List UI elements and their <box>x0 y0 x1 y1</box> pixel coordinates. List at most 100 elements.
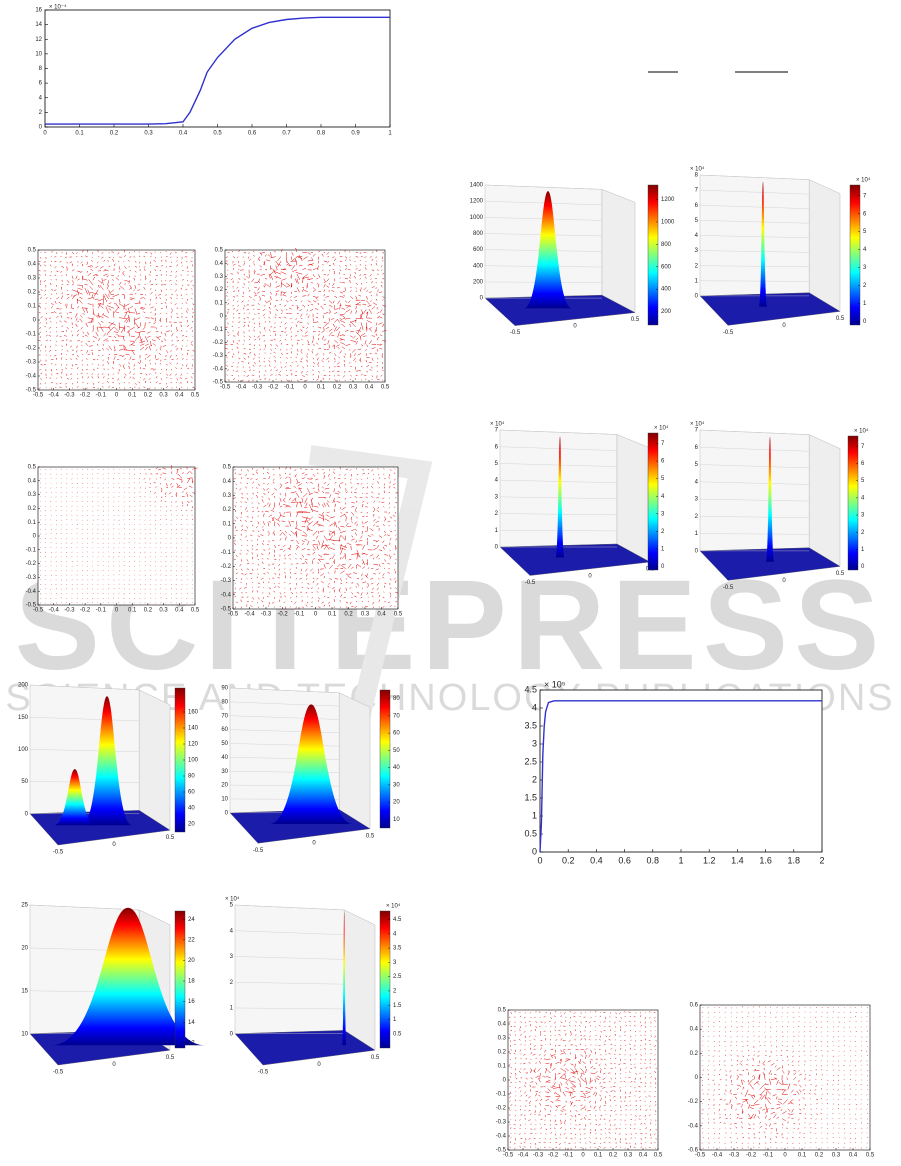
x-tick-label: -0.4 <box>244 612 255 618</box>
y-tick-label: 0.5 <box>28 465 37 471</box>
colorbar-tick-label: 600 <box>661 264 672 270</box>
colorbar-tick-label: 1 <box>393 1017 397 1023</box>
x-tick-label: -0.5 <box>33 393 44 399</box>
x-tick-label: 0.5 <box>381 385 390 391</box>
colorbar-tick-label: 18 <box>188 979 195 985</box>
z-scale-label: × 10⁴ <box>690 421 705 428</box>
colorbar-scale-label: × 10⁴ <box>654 425 669 432</box>
x-tick-label: 0.5 <box>654 1153 663 1159</box>
z-tick-label: 15 <box>21 988 28 994</box>
x-tick-label: -0.1 <box>563 1153 574 1159</box>
x-tick-label: -0.4 <box>49 393 60 399</box>
y-tick-label: 0.5 <box>498 1008 507 1014</box>
z-tick-label: 5 <box>230 903 234 909</box>
surface-plot: 0 10 20 30 40 50 60 70 80 90 -0.5 0 0.5 10 20 30 40 50 60 7… <box>221 686 400 854</box>
grid-line <box>234 930 345 935</box>
z-tick-label: 25 <box>21 903 28 909</box>
z-tick-label: 7 <box>695 188 699 194</box>
x-tick-label: 0 <box>43 131 47 137</box>
x-tick-label: 0.4 <box>179 131 188 137</box>
y-tick-label: -0.2 <box>688 1099 699 1105</box>
plot-frame <box>232 466 399 610</box>
plot-frame <box>37 249 196 391</box>
colorbar-tick-label: 5 <box>863 229 867 235</box>
y-tick-label: 0 <box>532 846 537 856</box>
x-tick-label: 0 <box>314 612 318 618</box>
vector-field <box>232 466 399 610</box>
z-scale-label: × 10⁴ <box>690 166 705 173</box>
z-tick-label: 0 <box>480 296 484 302</box>
x-tick-label: -0.3 <box>252 385 263 391</box>
z-tick-label: 1 <box>495 528 499 534</box>
x-tick-label: 0.5 <box>836 571 845 577</box>
x-tick-label: -0.5 <box>503 1153 514 1159</box>
surface-peak <box>51 907 205 1046</box>
y-tick-label: -0.1 <box>496 1092 507 1098</box>
x-tick-label: -0.1 <box>763 1153 774 1159</box>
y-scale-label: × 10⁵ <box>544 679 566 689</box>
x-tick-label: 0.2 <box>144 393 153 399</box>
colorbar-tick-label: 6 <box>863 211 867 217</box>
colorbar-tick-label: 50 <box>393 748 400 754</box>
x-tick-label: -0.5 <box>510 330 521 336</box>
colorbar-tick-label: 6 <box>661 459 665 465</box>
y-tick-label: -0.3 <box>26 575 37 581</box>
x-tick-label: 0.5 <box>166 1055 175 1061</box>
y-tick-label: -0.1 <box>26 332 37 338</box>
x-tick-label: -0.1 <box>96 608 107 614</box>
plot-frame <box>224 249 386 383</box>
y-tick-label: 0.1 <box>498 1064 507 1070</box>
x-tick-label: 0 <box>303 385 307 391</box>
colorbar-tick-label: 6 <box>861 461 865 467</box>
z-tick-label: 4 <box>695 479 699 485</box>
colorbar-tick-label: 60 <box>393 731 400 737</box>
z-tick-label: 100 <box>18 747 29 753</box>
data-line <box>539 700 822 853</box>
colorbar-tick-label: 22 <box>188 937 195 943</box>
colorbar-tick-label: 2.5 <box>393 974 402 980</box>
grid-line <box>29 904 140 911</box>
colorbar-tick-label: 1 <box>863 301 867 307</box>
y-tick-label: 0.3 <box>28 492 37 498</box>
grid-line <box>229 687 340 693</box>
x-tick-label: -0.3 <box>729 1153 740 1159</box>
colorbar-tick-label: 2 <box>861 530 865 536</box>
y-tick-label: -0.5 <box>496 1148 507 1154</box>
x-tick-label: 0.2 <box>110 131 119 137</box>
x-tick-label: 0.8 <box>317 131 326 137</box>
vector-field <box>224 247 388 383</box>
x-tick-label: -0.4 <box>712 1153 723 1159</box>
colorbar-tick-label: 5 <box>661 476 665 482</box>
x-tick-label: 0.2 <box>333 385 342 391</box>
y-tick-label: 14 <box>35 22 42 28</box>
y-tick-label: 0.4 <box>28 262 37 268</box>
y-tick-label: 0.4 <box>28 478 37 484</box>
x-tick-label: 0.3 <box>624 1153 633 1159</box>
x-tick-label: 0.5 <box>866 1153 875 1159</box>
y-tick-label: -0.6 <box>688 1148 699 1154</box>
grid-line <box>29 684 140 691</box>
y-tick-label: -0.4 <box>26 589 37 595</box>
grid-line <box>484 200 603 206</box>
x-tick-label: -0.1 <box>96 393 107 399</box>
x-tick-label: 1 <box>388 131 392 137</box>
z-tick-label: 0 <box>495 545 499 551</box>
z-tick-label: 40 <box>221 755 228 761</box>
x-tick-label: 0 <box>537 855 542 865</box>
x-tick-label: -0.5 <box>53 1070 64 1076</box>
colorbar-scale-label: × 10⁴ <box>854 428 869 435</box>
y-scale-label: × 10⁻⁴ <box>49 4 67 11</box>
surface-peak <box>81 696 133 826</box>
colorbar-tick-label: 12 <box>188 1040 195 1046</box>
x-tick-label: 0 <box>588 573 592 579</box>
y-tick-label: 0.2 <box>690 1051 699 1057</box>
surface-peak <box>342 912 347 1046</box>
x-tick-label: 1.8 <box>788 855 801 865</box>
x-tick-label: 0 <box>115 608 119 614</box>
surface-peak <box>53 769 96 826</box>
grid-line <box>699 481 810 485</box>
z-tick-label: 3 <box>695 248 699 254</box>
colorbar-tick-label: 400 <box>661 287 672 293</box>
z-tick-label: 2 <box>695 263 699 269</box>
